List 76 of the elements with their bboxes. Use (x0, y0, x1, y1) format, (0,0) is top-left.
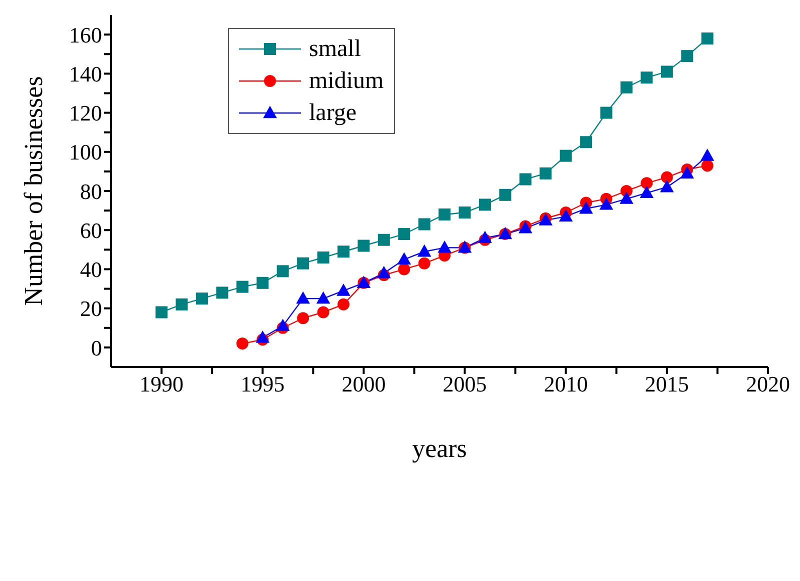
point (256, 330, 270, 343)
point (418, 218, 430, 230)
point (580, 136, 592, 148)
y-tick-label: 20 (80, 296, 102, 322)
point (499, 188, 512, 201)
point (700, 148, 714, 161)
y-tick-label: 60 (80, 218, 102, 243)
point (701, 32, 714, 44)
point (297, 312, 310, 324)
point (478, 230, 492, 244)
point (398, 263, 410, 276)
point (620, 81, 632, 94)
point (640, 177, 653, 190)
point (600, 106, 612, 119)
x-tick-label: 2005 (442, 372, 487, 397)
point (337, 298, 350, 310)
point (276, 318, 290, 332)
point (337, 246, 350, 258)
x-tick-label: 1990 (140, 372, 184, 397)
point (398, 228, 410, 240)
y-tick-label: 40 (80, 257, 102, 282)
y-tick-label: 80 (80, 178, 102, 204)
point (276, 265, 289, 278)
legend-label: large (309, 100, 357, 126)
point (558, 209, 573, 222)
point (296, 291, 310, 304)
point (519, 173, 532, 186)
point (297, 257, 310, 270)
point (438, 208, 451, 220)
y-tick-label: 100 (69, 140, 102, 165)
point (640, 72, 653, 84)
x-tick-label: 2000 (342, 372, 386, 397)
point (236, 280, 248, 293)
point (377, 266, 391, 278)
point (316, 291, 330, 304)
point (599, 197, 614, 210)
y-tick-label: 0 (91, 335, 102, 360)
point (560, 150, 572, 162)
x-tick-label: 2015 (644, 372, 689, 397)
point (478, 198, 491, 211)
point (438, 240, 452, 253)
point (660, 180, 674, 192)
point (418, 257, 430, 270)
point (196, 292, 208, 305)
point (540, 167, 552, 180)
x-tick-label: 2010 (544, 372, 588, 397)
point (680, 166, 694, 178)
point (216, 286, 228, 299)
y-axis-title: Number of businesses (19, 76, 48, 306)
x-tick-label: 1995 (240, 372, 285, 397)
point (176, 298, 188, 310)
point (256, 276, 269, 289)
point (236, 338, 248, 350)
point (156, 306, 168, 318)
point (681, 50, 694, 62)
x-tick-label: 2020 (746, 372, 790, 397)
point (701, 160, 714, 172)
point (417, 244, 432, 257)
point (317, 306, 330, 318)
point (336, 284, 350, 296)
point (358, 240, 370, 252)
point (660, 171, 673, 184)
point (660, 66, 673, 78)
x-axis-title: years (412, 434, 467, 463)
legend-label: small (309, 36, 361, 62)
point (458, 206, 471, 219)
y-tick-label: 140 (69, 61, 102, 86)
point (620, 192, 634, 204)
point (397, 252, 412, 265)
legend-label: midium (309, 68, 384, 94)
y-tick-label: 120 (69, 100, 102, 126)
point (579, 201, 593, 214)
point (378, 234, 390, 246)
y-tick-label: 160 (69, 22, 102, 48)
point (317, 251, 330, 264)
point (640, 186, 654, 198)
